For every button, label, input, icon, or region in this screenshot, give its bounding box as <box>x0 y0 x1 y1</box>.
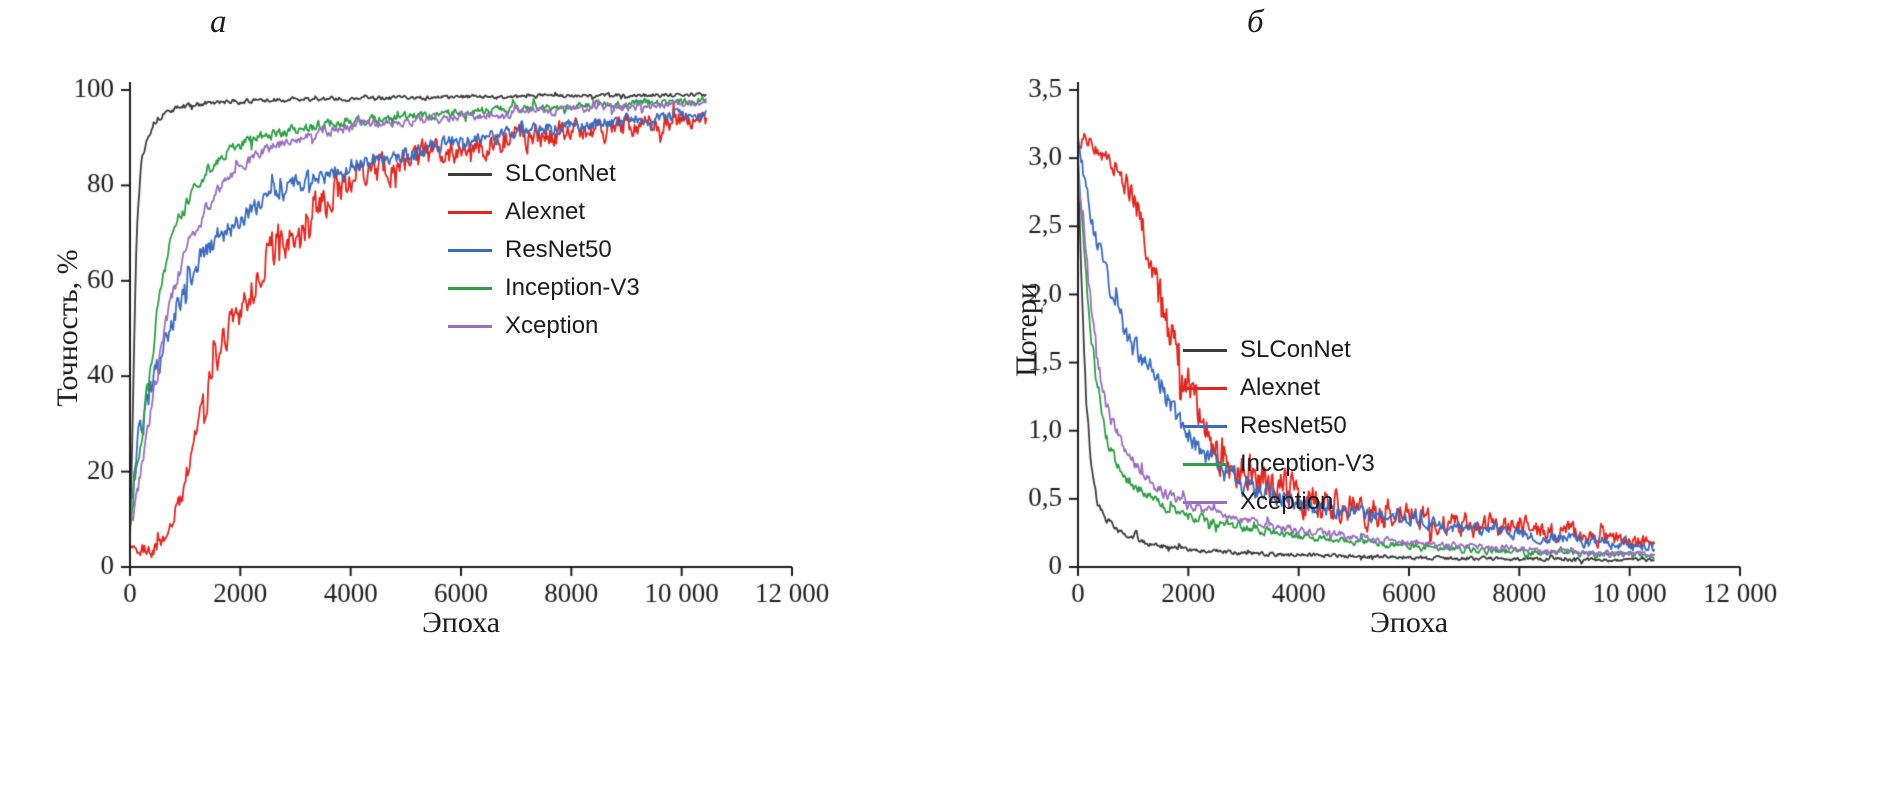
legend-item-resnet50: ResNet50 <box>1183 414 1375 438</box>
panel-accuracy: а Точность, % Эпоха SLConNet Alexnet ResNe… <box>0 0 947 700</box>
legend-label: ResNet50 <box>505 236 612 263</box>
x-axis-label-epoch-b: Эпоха <box>1369 606 1449 639</box>
loss-chart-canvas <box>947 0 1894 700</box>
legend-line-swatch <box>448 286 492 290</box>
legend-label: ResNet50 <box>1240 412 1347 439</box>
legend-label: SLConNet <box>1240 336 1351 363</box>
legend-line-swatch <box>1183 462 1227 466</box>
legend-item-alexnet: Alexnet <box>1183 376 1375 400</box>
legend-item-slconnet: SLConNet <box>448 162 640 186</box>
legend-label: Alexnet <box>1240 374 1321 401</box>
legend-line-swatch <box>1183 424 1227 428</box>
legend-label: Alexnet <box>505 198 586 225</box>
legend-label: Xception <box>1240 488 1334 515</box>
legend-label: Inception-V3 <box>1240 450 1375 477</box>
legend-item-xception: Xception <box>448 314 640 338</box>
x-axis-label-epoch-a: Эпоха <box>421 606 501 639</box>
panel-loss: б Потери Эпоха SLConNet Alexnet ResNet50 In… <box>947 0 1894 811</box>
legend-item-inception-v3: Inception-V3 <box>448 276 640 300</box>
legend-line-swatch <box>448 248 492 252</box>
legend-label: Inception-V3 <box>505 274 640 301</box>
legend-label: Xception <box>505 312 599 339</box>
legend-accuracy: SLConNet Alexnet ResNet50 Inception-V3 Xcept… <box>448 162 640 338</box>
legend-item-inception-v3: Inception-V3 <box>1183 452 1375 476</box>
legend-line-swatch <box>448 172 492 176</box>
legend-line-swatch <box>448 324 492 328</box>
accuracy-chart-canvas <box>0 0 947 700</box>
legend-item-alexnet: Alexnet <box>448 200 640 224</box>
legend-item-slconnet: SLConNet <box>1183 338 1375 362</box>
legend-line-swatch <box>1183 500 1227 504</box>
panel-b-label: б <box>1247 4 1264 40</box>
legend-loss: SLConNet Alexnet ResNet50 Inception-V3 Xcept… <box>1183 338 1375 514</box>
legend-line-swatch <box>1183 348 1227 352</box>
y-axis-label-accuracy: Точность, % <box>51 249 84 407</box>
y-axis-label-loss: Потери <box>1010 283 1043 377</box>
panel-a-label: а <box>210 4 227 40</box>
legend-label: SLConNet <box>505 160 616 187</box>
legend-item-xception: Xception <box>1183 490 1375 514</box>
legend-item-resnet50: ResNet50 <box>448 238 640 262</box>
legend-line-swatch <box>448 210 492 214</box>
legend-line-swatch <box>1183 386 1227 390</box>
